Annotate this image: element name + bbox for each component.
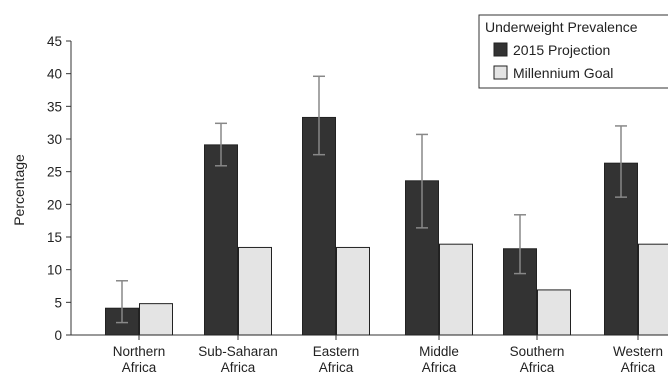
legend-label-millennium-goal: Millennium Goal bbox=[513, 65, 613, 81]
bar-millennium-goal bbox=[336, 246, 370, 336]
bar-millennium-goal bbox=[238, 246, 272, 336]
category-label: Northern Africa bbox=[113, 344, 166, 375]
legend-box bbox=[478, 14, 668, 89]
y-tick-label: 0 bbox=[54, 328, 62, 343]
error-bars bbox=[116, 75, 627, 324]
y-ticks: 0 5 10 15 20 25 30 35 40 45 bbox=[47, 34, 71, 343]
category-labels: Northern Africa Sub-Saharan Africa Eastern Af… bbox=[113, 335, 663, 375]
bar-millennium-goal bbox=[439, 243, 473, 336]
y-tick-label: 30 bbox=[47, 132, 62, 147]
bar-millennium-goal bbox=[537, 289, 571, 336]
error-bar bbox=[116, 280, 128, 324]
error-bar bbox=[416, 133, 428, 229]
category-label: Eastern Africa bbox=[313, 344, 360, 375]
bar-millennium-goal bbox=[638, 243, 668, 336]
y-tick-label: 5 bbox=[54, 295, 62, 310]
error-bar bbox=[615, 125, 627, 198]
y-tick-label: 40 bbox=[47, 67, 62, 82]
category-label: Western Africa bbox=[613, 344, 663, 375]
category-label: Middle Africa bbox=[419, 344, 459, 375]
legend-swatch-millennium-goal bbox=[493, 65, 508, 80]
bar-millennium-goal bbox=[139, 303, 173, 336]
category-label: Sub-Saharan Africa bbox=[198, 344, 278, 375]
y-tick-label: 25 bbox=[47, 165, 62, 180]
y-tick-label: 10 bbox=[47, 263, 62, 278]
y-axis-title: Percentage bbox=[11, 154, 27, 226]
error-bar bbox=[215, 122, 227, 167]
legend-swatch-2015-projection bbox=[493, 42, 508, 57]
y-tick-label: 45 bbox=[47, 34, 62, 49]
y-tick-label: 20 bbox=[47, 197, 62, 212]
y-tick-label: 15 bbox=[47, 230, 62, 245]
error-bar bbox=[514, 214, 526, 275]
legend-label-2015-projection: 2015 Projection bbox=[513, 42, 610, 58]
legend-title: Underweight Prevalence bbox=[485, 19, 638, 35]
bars bbox=[105, 116, 668, 336]
category-label: Southern Africa bbox=[510, 344, 565, 375]
error-bar bbox=[313, 75, 325, 156]
legend: Underweight Prevalence 2015 Projection M… bbox=[478, 14, 668, 89]
y-tick-label: 35 bbox=[47, 99, 62, 114]
bar-2015-projection bbox=[204, 144, 238, 336]
